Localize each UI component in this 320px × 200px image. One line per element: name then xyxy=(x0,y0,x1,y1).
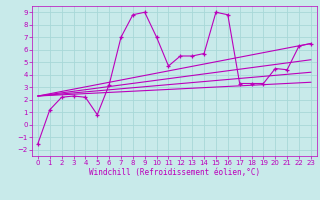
X-axis label: Windchill (Refroidissement éolien,°C): Windchill (Refroidissement éolien,°C) xyxy=(89,168,260,177)
